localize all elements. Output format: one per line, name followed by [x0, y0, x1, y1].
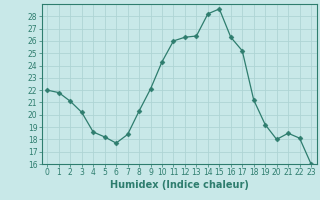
- X-axis label: Humidex (Indice chaleur): Humidex (Indice chaleur): [110, 180, 249, 190]
